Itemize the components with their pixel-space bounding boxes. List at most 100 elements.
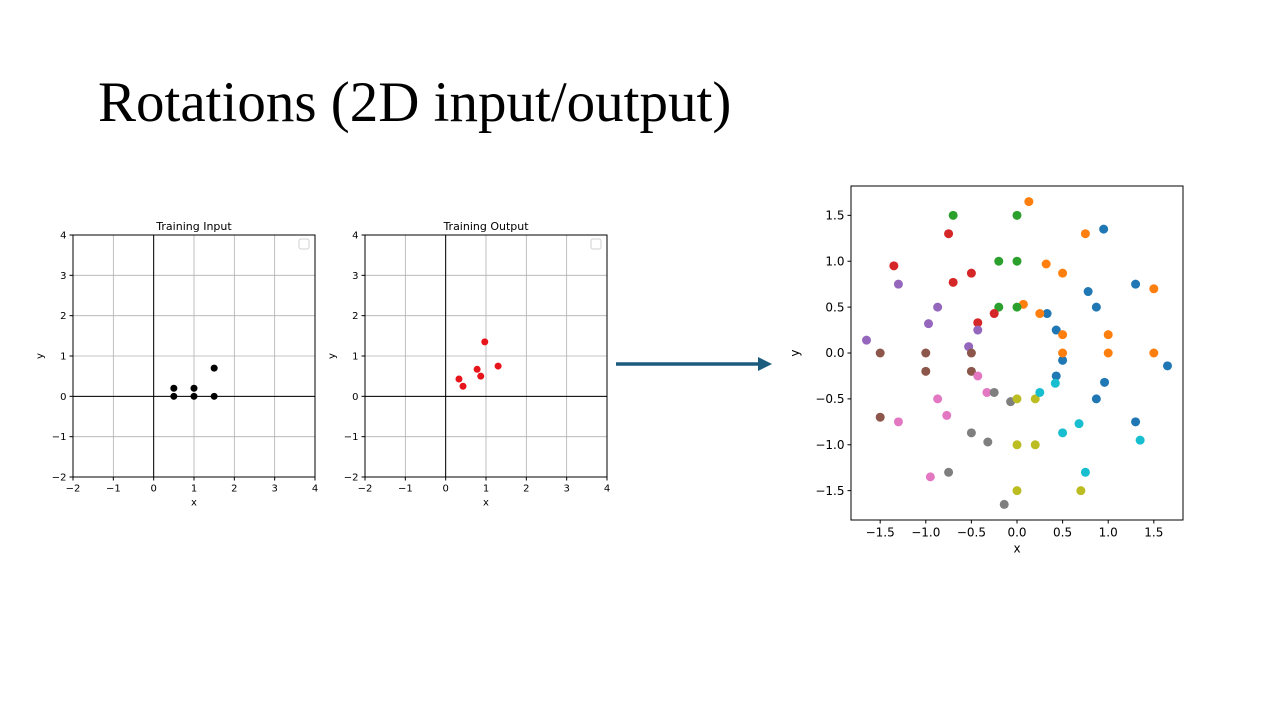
data-point bbox=[1058, 330, 1068, 340]
data-point bbox=[494, 362, 502, 370]
data-point bbox=[944, 229, 954, 239]
y-tick-label: 1.5 bbox=[825, 209, 844, 223]
data-point bbox=[1058, 355, 1068, 365]
data-point bbox=[994, 256, 1004, 266]
data-point bbox=[924, 319, 934, 329]
data-point bbox=[1035, 309, 1045, 319]
data-point bbox=[966, 268, 976, 278]
data-point bbox=[455, 375, 463, 383]
y-tick-label: 0 bbox=[60, 392, 66, 403]
x-tick-label: −0.5 bbox=[957, 526, 986, 540]
data-point bbox=[1076, 486, 1086, 496]
data-point bbox=[942, 410, 952, 420]
data-point bbox=[1012, 302, 1022, 312]
y-tick-label: 0.0 bbox=[825, 346, 844, 360]
data-point bbox=[1030, 440, 1040, 450]
data-point bbox=[933, 302, 943, 312]
x-tick-label: 1 bbox=[483, 484, 489, 495]
data-point bbox=[933, 394, 943, 404]
data-point bbox=[944, 467, 954, 477]
y-tick-label: −2 bbox=[344, 473, 359, 484]
y-tick-label: −1 bbox=[344, 432, 359, 443]
y-tick-label: −0.5 bbox=[815, 392, 844, 406]
y-tick-label: −2 bbox=[52, 473, 67, 484]
y-tick-label: 0 bbox=[352, 392, 358, 403]
chart-title: Training Input bbox=[155, 220, 232, 233]
x-tick-label: −1 bbox=[106, 484, 121, 495]
data-point bbox=[1100, 377, 1110, 387]
x-tick-label: −1.5 bbox=[866, 526, 895, 540]
data-point bbox=[966, 366, 976, 376]
data-point bbox=[1050, 378, 1060, 388]
data-point bbox=[1012, 210, 1022, 220]
data-point bbox=[1083, 287, 1093, 297]
data-point bbox=[889, 261, 899, 271]
x-tick-label: 3 bbox=[563, 484, 569, 495]
y-tick-label: −1 bbox=[52, 432, 67, 443]
y-tick-label: 4 bbox=[60, 231, 66, 242]
x-tick-label: 2 bbox=[523, 484, 529, 495]
x-tick-label: 0 bbox=[150, 484, 156, 495]
data-point bbox=[999, 499, 1009, 509]
data-point bbox=[1080, 467, 1090, 477]
data-point bbox=[1051, 371, 1061, 381]
empty-legend-box bbox=[298, 238, 310, 250]
x-tick-label: −2 bbox=[358, 484, 373, 495]
data-point bbox=[1091, 302, 1101, 312]
data-point bbox=[1051, 325, 1061, 335]
y-tick-label: 1 bbox=[60, 352, 66, 363]
data-point bbox=[1099, 224, 1109, 234]
x-axis-label: x bbox=[483, 498, 489, 509]
rotations-scatter-chart: −1.5 −1.0 −0.5 0.0 0.5 1.0 1.5 −1.5 −1.0 −0.5 0.0 0… bbox=[788, 185, 1184, 556]
data-point bbox=[1103, 330, 1113, 340]
data-point bbox=[1162, 361, 1172, 371]
data-point bbox=[170, 392, 178, 400]
x-tick-label: 3 bbox=[271, 484, 277, 495]
data-point bbox=[921, 348, 931, 358]
data-point bbox=[1091, 394, 1101, 404]
x-tick-label: 2 bbox=[231, 484, 237, 495]
chart-title: Training Output bbox=[442, 220, 529, 233]
data-point bbox=[459, 382, 467, 390]
data-point bbox=[1058, 428, 1068, 438]
data-point bbox=[1012, 486, 1022, 496]
x-tick-label: −2 bbox=[66, 484, 81, 495]
data-point bbox=[989, 309, 999, 319]
y-axis-label: y bbox=[788, 349, 802, 356]
data-point bbox=[1035, 387, 1045, 397]
x-tick-label: 4 bbox=[312, 484, 318, 495]
data-point bbox=[170, 384, 178, 392]
data-point bbox=[1058, 348, 1068, 358]
x-tick-label: 1.5 bbox=[1144, 526, 1163, 540]
data-point bbox=[1135, 435, 1145, 445]
data-point bbox=[966, 428, 976, 438]
data-point bbox=[973, 318, 983, 328]
data-point bbox=[477, 372, 485, 380]
data-point bbox=[1012, 394, 1022, 404]
data-point bbox=[1012, 256, 1022, 266]
x-tick-label: 0 bbox=[442, 484, 448, 495]
x-tick-label: −1.0 bbox=[911, 526, 940, 540]
data-point bbox=[948, 277, 958, 287]
data-point bbox=[989, 387, 999, 397]
data-point bbox=[1131, 417, 1141, 427]
data-point bbox=[1149, 348, 1159, 358]
data-point bbox=[1058, 268, 1068, 278]
slide-title: Rotations (2D input/output) bbox=[98, 71, 732, 134]
data-point bbox=[1103, 348, 1113, 358]
data-point bbox=[1074, 419, 1084, 429]
data-point bbox=[994, 302, 1004, 312]
y-tick-label: 1 bbox=[352, 352, 358, 363]
y-tick-label: 1.0 bbox=[825, 254, 844, 268]
data-point bbox=[875, 348, 885, 358]
data-point bbox=[1041, 259, 1051, 269]
arrow-head bbox=[758, 357, 772, 371]
y-tick-label: 2 bbox=[60, 311, 66, 322]
data-point bbox=[925, 472, 935, 482]
transform-arrow bbox=[616, 357, 772, 371]
data-point bbox=[973, 371, 983, 381]
x-axis-label: x bbox=[191, 498, 197, 509]
x-tick-label: 1 bbox=[191, 484, 197, 495]
y-tick-label: −1.5 bbox=[815, 484, 844, 498]
data-point bbox=[1012, 440, 1022, 450]
